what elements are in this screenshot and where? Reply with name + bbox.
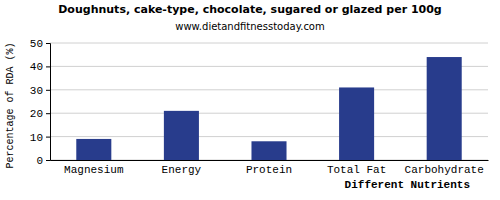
y-tick-label: 50 xyxy=(30,38,43,50)
y-tick: 50 xyxy=(30,38,50,50)
title: Doughnuts, cake-type, chocolate, sugared… xyxy=(58,3,442,16)
plot: 0 10 20 30 40 50 Magnesium Energy Protein Total F… xyxy=(30,38,489,176)
y-tick: 0 xyxy=(36,155,50,167)
y-tick-mark xyxy=(46,90,50,91)
grid-line xyxy=(50,113,488,114)
x-tick-label: Carbohydrate xyxy=(405,164,484,176)
y-tick: 20 xyxy=(30,108,50,120)
x-axis-line xyxy=(51,160,489,161)
x-tick: Energy xyxy=(162,160,202,176)
y-tick: 40 xyxy=(30,61,50,73)
grid-line xyxy=(50,43,488,44)
y-tick-label: 10 xyxy=(30,132,43,144)
y-tick-mark xyxy=(46,43,50,44)
grid-line xyxy=(50,66,488,67)
chart: 0 10 20 30 40 50 Magnesium Energy Protein Total F… xyxy=(0,0,500,200)
bar xyxy=(427,57,462,160)
y-tick: 30 xyxy=(30,85,50,97)
grid-line xyxy=(50,89,488,90)
y-tick-mark xyxy=(46,137,50,138)
x-tick-label: Protein xyxy=(246,164,292,176)
grid xyxy=(50,43,488,160)
x-tick-label: Energy xyxy=(162,164,202,176)
bar xyxy=(251,141,286,160)
bar xyxy=(339,87,374,160)
bar xyxy=(76,139,111,160)
x-axis-title: Different Nutrients xyxy=(345,179,470,191)
y-axis-title: Percentage of RDA (%) xyxy=(5,42,16,168)
y-axis: 0 10 20 30 40 50 xyxy=(30,38,51,167)
grid-line xyxy=(50,136,488,137)
y-tick: 10 xyxy=(30,132,50,144)
x-axis: Magnesium Energy Protein Total Fat Carbohydr… xyxy=(51,160,489,176)
y-axis-line xyxy=(46,44,51,161)
y-tick-mark xyxy=(46,160,50,161)
bars xyxy=(76,57,461,160)
y-tick-label: 40 xyxy=(30,61,43,73)
y-tick-mark xyxy=(46,66,50,67)
subtitle: www.dietandfitnesstoday.com xyxy=(175,21,324,32)
x-tick: Magnesium xyxy=(64,160,124,176)
x-tick: Protein xyxy=(246,160,292,176)
y-tick-label: 30 xyxy=(30,85,43,97)
y-tick-label: 0 xyxy=(36,155,43,167)
x-tick: Carbohydrate xyxy=(405,160,484,176)
y-tick-mark xyxy=(46,113,50,114)
y-tick-label: 20 xyxy=(30,108,43,120)
x-tick-label: Total Fat xyxy=(327,164,386,176)
x-tick-label: Magnesium xyxy=(64,164,124,176)
x-tick: Total Fat xyxy=(327,160,386,176)
bar xyxy=(164,111,199,160)
